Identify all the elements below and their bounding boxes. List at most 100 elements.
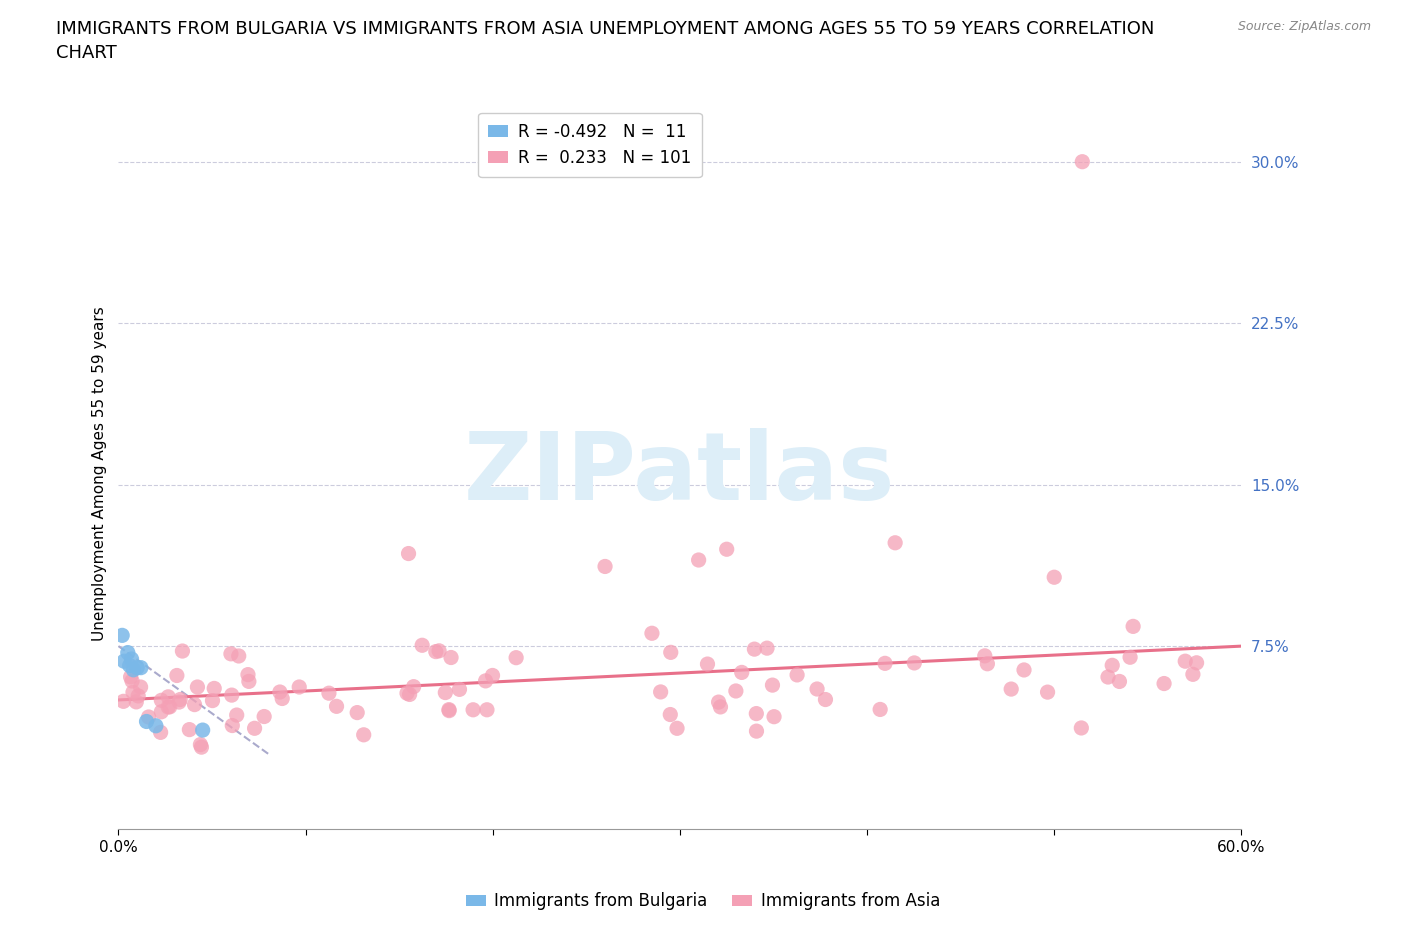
Point: [641, 626, 664, 641]
Legend: R = -0.492   N =  11, R =  0.233   N = 101: R = -0.492 N = 11, R = 0.233 N = 101: [478, 113, 702, 177]
Point: [159, 699, 181, 714]
Point: [786, 668, 808, 683]
Point: [145, 718, 167, 733]
Point: [505, 650, 527, 665]
Point: [873, 656, 896, 671]
Point: [1153, 676, 1175, 691]
Point: [437, 703, 460, 718]
Point: [118, 658, 141, 673]
Point: [120, 670, 142, 684]
Point: [1012, 662, 1035, 677]
Point: [238, 674, 260, 689]
Point: [696, 657, 718, 671]
Point: [744, 642, 766, 657]
Point: [1119, 650, 1142, 665]
Point: [1043, 570, 1066, 585]
Point: [745, 706, 768, 721]
Point: [125, 695, 148, 710]
Point: [138, 710, 160, 724]
Point: [112, 694, 135, 709]
Point: [1108, 674, 1130, 689]
Point: [190, 739, 212, 754]
Point: [481, 668, 503, 683]
Point: [724, 684, 747, 698]
Point: [325, 698, 347, 713]
Point: [127, 688, 149, 703]
Point: [243, 721, 266, 736]
Point: [1101, 658, 1123, 672]
Point: [221, 687, 243, 702]
Point: [121, 652, 143, 667]
Point: [650, 684, 672, 699]
Point: [1185, 656, 1208, 671]
Point: [666, 721, 689, 736]
Y-axis label: Unemployment Among Ages 55 to 59 years: Unemployment Among Ages 55 to 59 years: [93, 307, 107, 642]
Point: [191, 723, 214, 737]
Point: [253, 709, 276, 724]
Point: [659, 707, 682, 722]
Text: CHART: CHART: [56, 44, 117, 61]
Text: IMMIGRANTS FROM BULGARIA VS IMMIGRANTS FROM ASIA UNEMPLOYMENT AMONG AGES 55 TO 5: IMMIGRANTS FROM BULGARIA VS IMMIGRANTS F…: [56, 20, 1154, 38]
Point: [806, 682, 828, 697]
Point: [135, 714, 157, 729]
Point: [122, 684, 145, 699]
Point: [117, 645, 139, 660]
Point: [1174, 654, 1197, 669]
Point: [318, 685, 340, 700]
Point: [398, 546, 420, 561]
Point: [449, 682, 471, 697]
Point: [973, 648, 995, 663]
Point: [411, 638, 433, 653]
Point: [150, 693, 173, 708]
Point: [150, 704, 173, 719]
Point: [186, 680, 208, 695]
Point: [166, 668, 188, 683]
Point: [659, 644, 682, 659]
Point: [688, 552, 710, 567]
Point: [122, 662, 145, 677]
Point: [903, 656, 925, 671]
Point: [593, 559, 616, 574]
Point: [346, 705, 368, 720]
Point: [440, 650, 463, 665]
Text: Source: ZipAtlas.com: Source: ZipAtlas.com: [1237, 20, 1371, 33]
Point: [288, 680, 311, 695]
Point: [398, 687, 420, 702]
Point: [1097, 670, 1119, 684]
Point: [884, 536, 907, 551]
Point: [763, 710, 786, 724]
Point: [1070, 721, 1092, 736]
Point: [169, 692, 191, 707]
Point: [167, 695, 190, 710]
Point: [427, 644, 450, 658]
Point: [225, 708, 247, 723]
Legend: Immigrants from Bulgaria, Immigrants from Asia: Immigrants from Bulgaria, Immigrants fro…: [460, 885, 946, 917]
Point: [716, 542, 738, 557]
Point: [402, 679, 425, 694]
Point: [271, 691, 294, 706]
Text: ZIPatlas: ZIPatlas: [464, 428, 896, 520]
Point: [1071, 154, 1094, 169]
Point: [1181, 667, 1204, 682]
Point: [157, 699, 180, 714]
Point: [236, 667, 259, 682]
Point: [461, 702, 484, 717]
Point: [437, 702, 460, 717]
Point: [111, 628, 134, 643]
Point: [434, 685, 457, 700]
Point: [149, 725, 172, 740]
Point: [127, 660, 149, 675]
Point: [814, 692, 837, 707]
Point: [731, 665, 754, 680]
Point: [1036, 684, 1059, 699]
Point: [221, 718, 243, 733]
Point: [269, 684, 291, 699]
Point: [129, 680, 152, 695]
Point: [1000, 682, 1022, 697]
Point: [745, 724, 768, 738]
Point: [475, 702, 498, 717]
Point: [112, 654, 135, 669]
Point: [121, 673, 143, 688]
Point: [761, 678, 783, 693]
Point: [190, 737, 212, 752]
